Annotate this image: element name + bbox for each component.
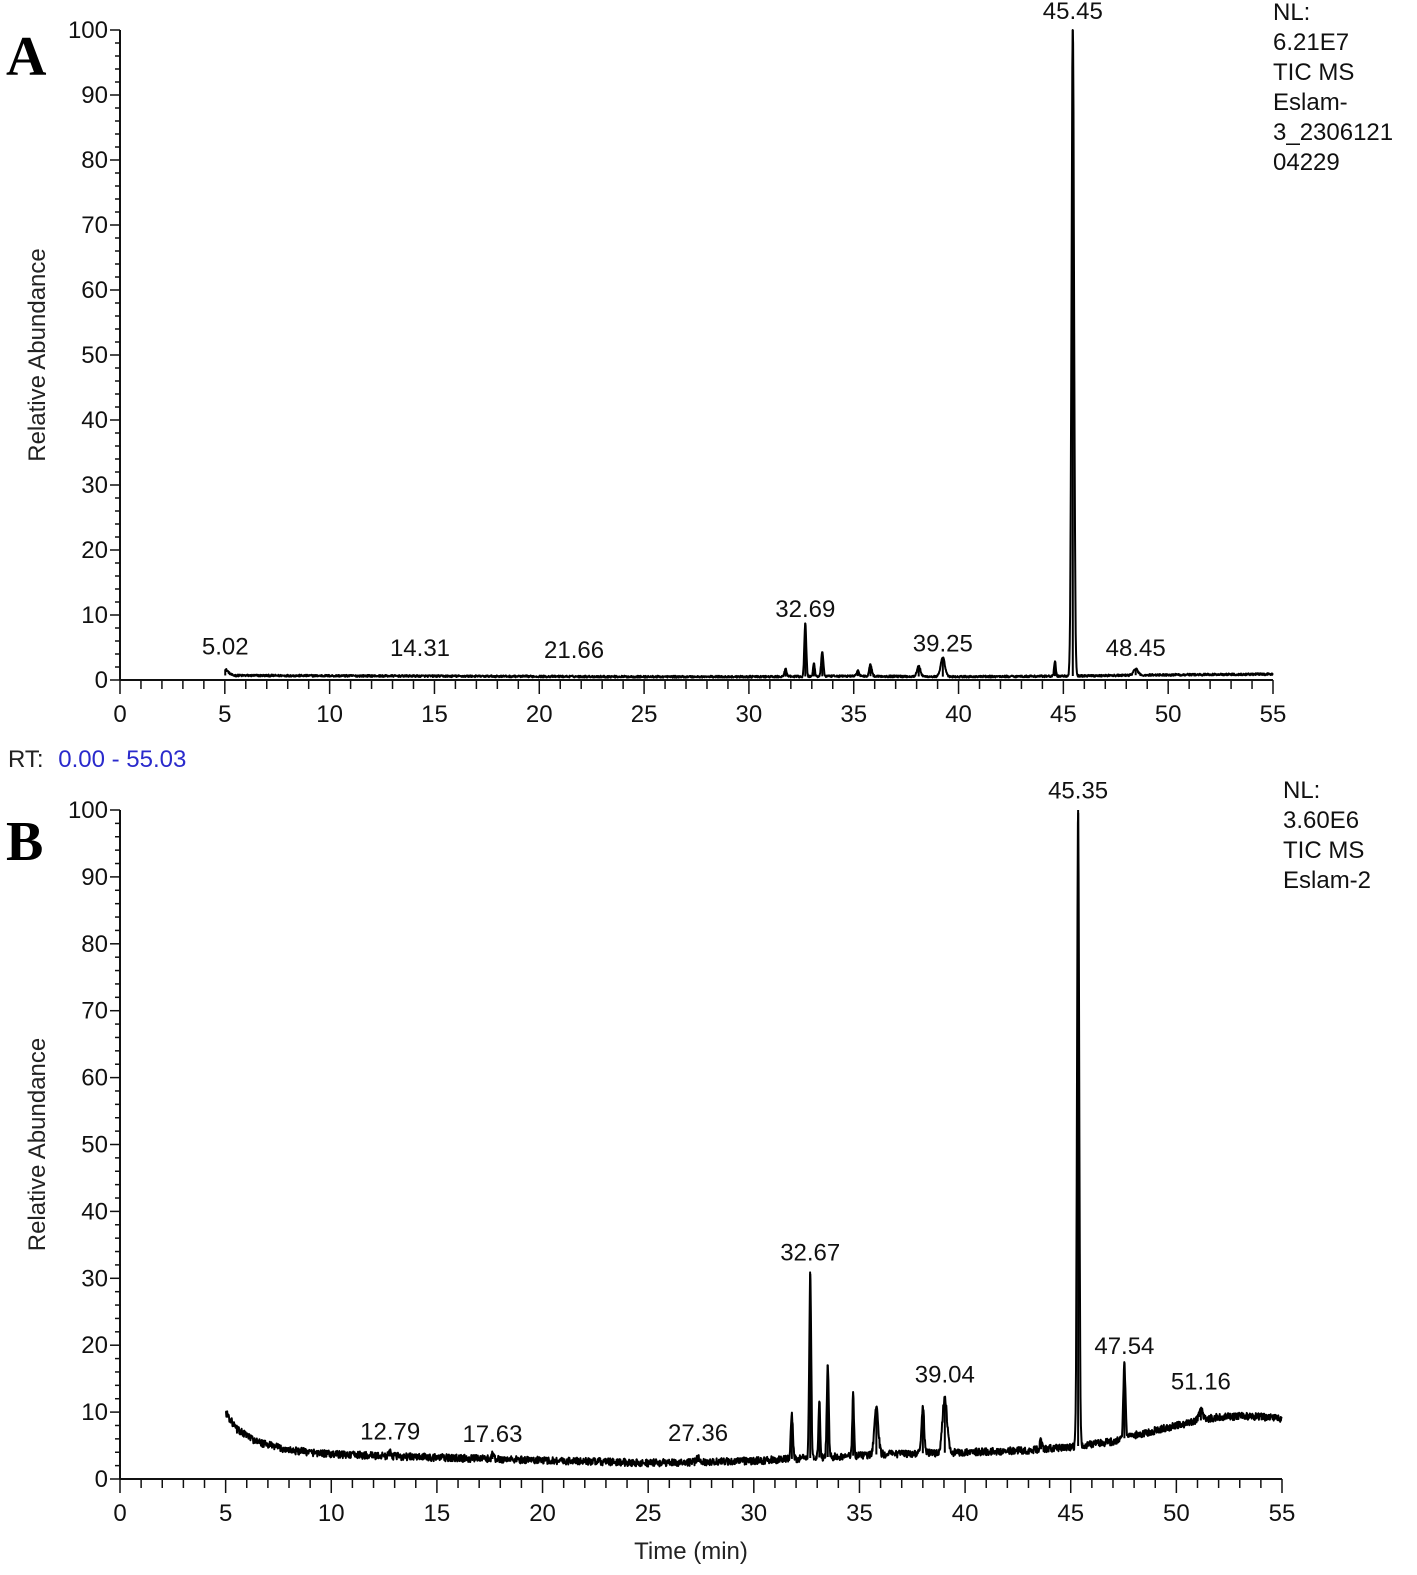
info-line: 6.21E7 xyxy=(1273,29,1349,56)
y-tick-label: 50 xyxy=(81,342,108,369)
x-tick-label: 15 xyxy=(421,701,448,728)
x-tick-label: 5 xyxy=(219,1500,232,1527)
x-tick-label: 20 xyxy=(526,701,553,728)
y-tick-label: 0 xyxy=(95,1466,108,1493)
y-tick-label: 70 xyxy=(81,212,108,239)
x-tick-label: 5 xyxy=(218,701,231,728)
peak-label: 32.69 xyxy=(775,596,835,623)
x-tick-label: 10 xyxy=(316,701,343,728)
peak-label: 21.66 xyxy=(544,637,604,664)
tic-trace xyxy=(224,29,1274,679)
info-line: 04229 xyxy=(1273,149,1340,176)
y-tick-label: 90 xyxy=(81,82,108,109)
peak-label: 39.04 xyxy=(915,1362,975,1389)
x-tick-label: 25 xyxy=(631,701,658,728)
y-tick-label: 60 xyxy=(81,277,108,304)
info-line: Eslam-2 xyxy=(1283,867,1371,894)
x-tick-label: 50 xyxy=(1155,701,1182,728)
x-tick-label: 45 xyxy=(1057,1500,1084,1527)
rt-range-prefix: RT: xyxy=(8,746,44,773)
y-tick-label: 10 xyxy=(81,1399,108,1426)
x-tick-label: 15 xyxy=(424,1500,451,1527)
y-tick-label: 0 xyxy=(95,667,108,694)
y-tick-label: 20 xyxy=(81,1332,108,1359)
x-tick-label: 35 xyxy=(840,701,867,728)
panel-letter: B xyxy=(6,811,43,873)
peak-label: 5.02 xyxy=(202,634,249,661)
tic-trace xyxy=(225,812,1283,1468)
x-tick-label: 0 xyxy=(113,701,126,728)
peak-label: 27.36 xyxy=(668,1420,728,1447)
y-tick-label: 100 xyxy=(68,797,108,824)
x-tick-label: 30 xyxy=(740,1500,767,1527)
peak-label: 32.67 xyxy=(780,1239,840,1266)
peak-label: 14.31 xyxy=(390,635,450,662)
x-tick-label: 25 xyxy=(635,1500,662,1527)
peak-label: 45.35 xyxy=(1048,778,1108,805)
y-tick-label: 60 xyxy=(81,1065,108,1092)
info-line: TIC MS xyxy=(1283,837,1364,864)
y-tick-label: 10 xyxy=(81,602,108,629)
info-line: TIC MS xyxy=(1273,59,1354,86)
x-tick-label: 40 xyxy=(952,1500,979,1527)
x-tick-label: 50 xyxy=(1163,1500,1190,1527)
info-line: NL: xyxy=(1273,0,1310,26)
rt-range-label: RT: 0.00 - 55.03 xyxy=(8,746,186,773)
y-tick-label: 40 xyxy=(81,407,108,434)
x-tick-label: 30 xyxy=(736,701,763,728)
y-tick-label: 50 xyxy=(81,1132,108,1159)
panel-letter: A xyxy=(6,26,47,88)
y-tick-label: 40 xyxy=(81,1198,108,1225)
y-tick-label: 80 xyxy=(81,147,108,174)
x-tick-label: 40 xyxy=(945,701,972,728)
peak-label: 39.25 xyxy=(913,630,973,657)
x-tick-label: 55 xyxy=(1269,1500,1296,1527)
y-tick-label: 100 xyxy=(68,17,108,44)
y-tick-label: 20 xyxy=(81,537,108,564)
peak-label: 17.63 xyxy=(462,1421,522,1448)
y-tick-label: 90 xyxy=(81,864,108,891)
x-tick-label: 55 xyxy=(1260,701,1287,728)
y-tick-label: 70 xyxy=(81,998,108,1025)
x-tick-label: 10 xyxy=(318,1500,345,1527)
info-line: NL: xyxy=(1283,777,1320,804)
rt-range-value: 0.00 - 55.03 xyxy=(58,746,186,773)
peak-label: 48.45 xyxy=(1106,635,1166,662)
info-line: 3_2306121 xyxy=(1273,119,1393,146)
x-axis-title: Time (min) xyxy=(634,1538,748,1565)
info-line: Eslam- xyxy=(1273,89,1348,116)
y-tick-label: 80 xyxy=(81,931,108,958)
info-line: 3.60E6 xyxy=(1283,807,1359,834)
chromatogram-panel-b: 0 10 20 30 40 50 60 70 80 90 100 0 5 10 15 20 25 30 35 40 45… xyxy=(6,777,1371,1565)
peak-label: 51.16 xyxy=(1171,1368,1231,1395)
y-axis-title: Relative Abundance xyxy=(24,248,51,462)
x-tick-label: 45 xyxy=(1050,701,1077,728)
y-tick-label: 30 xyxy=(81,472,108,499)
y-axis-title: Relative Abundance xyxy=(24,1038,51,1252)
chromatogram-panel-a: 0 10 20 30 40 50 60 70 80 90 100 0 5 10 15 20 25 30 35 40 45… xyxy=(6,0,1393,728)
peak-label: 45.45 xyxy=(1043,0,1103,25)
x-tick-label: 20 xyxy=(529,1500,556,1527)
peak-label: 47.54 xyxy=(1094,1333,1154,1360)
peak-label: 12.79 xyxy=(360,1419,420,1446)
x-tick-label: 35 xyxy=(846,1500,873,1527)
y-tick-label: 30 xyxy=(81,1265,108,1292)
x-tick-label: 0 xyxy=(113,1500,126,1527)
